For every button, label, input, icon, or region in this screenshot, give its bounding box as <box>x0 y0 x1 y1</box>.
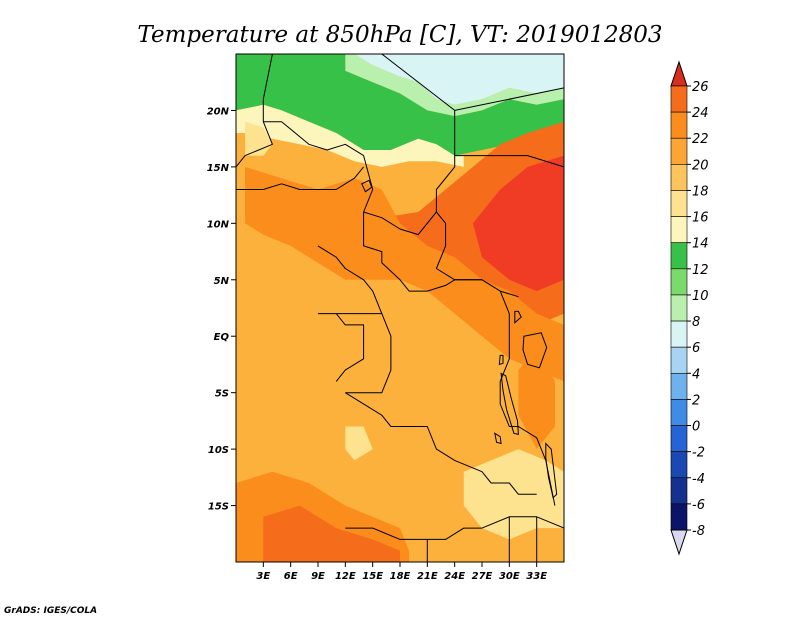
longitude-tick-label: 15E <box>362 571 383 582</box>
longitude-tick-label: 24E <box>444 571 465 582</box>
colorbar-tick-label: 16 <box>692 211 709 226</box>
longitude-tick-label: 33E <box>526 571 547 582</box>
country-border <box>454 155 564 168</box>
colorbar-swatch <box>670 190 688 217</box>
colorbar-tick-label: 24 <box>692 106 709 121</box>
colorbar-tick-label: 6 <box>692 341 700 356</box>
colorbar-tick-label: 26 <box>692 80 709 95</box>
colorbar-tick-label: 8 <box>692 315 700 330</box>
longitude-tick-label: 18E <box>390 571 411 582</box>
colorbar-swatch <box>670 85 688 113</box>
country-border <box>236 166 364 190</box>
colorbar-tick-label: 12 <box>692 263 709 278</box>
colorbar-tick-label: 0 <box>692 420 700 435</box>
temperature-shading <box>236 54 564 562</box>
colorbar-tick-label: -8 <box>692 524 705 539</box>
longitude-tick-label: 3E <box>256 571 270 582</box>
country-border <box>263 121 374 213</box>
lake-outline <box>494 432 502 445</box>
colorbar-tick-label: -2 <box>692 446 705 461</box>
country-border <box>236 54 273 168</box>
temperature-region-11 <box>463 449 564 540</box>
latitude-tick-label: 5N <box>214 276 230 287</box>
country-borders <box>236 54 564 562</box>
country-border <box>345 392 537 495</box>
temperature-region-3 <box>236 104 464 167</box>
temperature-region-1 <box>345 54 564 117</box>
colorbar-swatch <box>670 425 688 452</box>
colorbar-swatch <box>670 216 688 244</box>
longitude-tick-label: 30E <box>499 571 520 582</box>
colorbar-swatch <box>670 399 688 426</box>
country-border <box>381 54 482 281</box>
colorbar-swatch <box>670 137 688 165</box>
longitude-tick-label: 12E <box>335 571 356 582</box>
temperature-region-7 <box>518 347 555 450</box>
temperature-region-6 <box>245 166 564 382</box>
colorbar-tick-label: 10 <box>692 289 709 304</box>
colorbar-swatch <box>670 111 688 139</box>
longitude-tick-label: 21E <box>417 571 438 582</box>
latitude-tick-label: 5S <box>215 389 229 400</box>
country-border <box>317 245 383 315</box>
country-border <box>345 516 564 540</box>
lake-outline <box>500 372 519 436</box>
colorbar-swatch <box>670 503 688 531</box>
colorbar-tick-label: -6 <box>692 498 705 513</box>
colorbar-tick-label: 18 <box>692 184 709 199</box>
colorbar-swatch <box>670 294 688 322</box>
colorbar-swatch <box>670 346 688 374</box>
latitude-tick-label: EQ <box>214 332 230 343</box>
colorbar-swatch <box>670 451 688 479</box>
country-border <box>345 313 392 394</box>
temperature-region-0 <box>354 54 564 105</box>
longitude-tick-label: 6E <box>284 571 298 582</box>
temperature-region-2 <box>236 54 564 156</box>
colorbar-tick-label: 4 <box>692 367 700 382</box>
colorbar-tick-label: 20 <box>692 158 709 173</box>
country-border <box>499 290 556 506</box>
lakes <box>361 179 558 499</box>
colorbar-tick-label: 22 <box>692 132 709 147</box>
latitude-tick-label: 20N <box>207 106 230 117</box>
colorbar-swatch <box>670 477 688 505</box>
colorbar-lower-extension <box>670 529 688 556</box>
latitude-tick-label: 15N <box>207 163 230 174</box>
colorbar-swatch <box>670 372 688 400</box>
country-border <box>363 211 437 236</box>
temperature-region-9 <box>263 505 400 562</box>
latitude-tick-label: 15S <box>208 502 229 513</box>
country-border <box>454 87 564 111</box>
colorbar-tick-label: 14 <box>692 237 709 252</box>
country-border <box>363 212 519 298</box>
map-panel: 3E 6E 9E 12E 15E 18E 21E 24E 27E 30E 33E 20N 15N 10N… <box>207 53 565 582</box>
grads-credit: GrADS: IGES/COLA <box>4 606 97 616</box>
longitude-tick-label: 9E <box>311 571 325 582</box>
longitude-axis: 3E 6E 9E 12E 15E 18E 21E 24E 27E 30E 33E <box>256 562 547 582</box>
colorbar-upper-extension <box>670 60 688 87</box>
latitude-axis: 20N 15N 10N 5N EQ 5S 10S 15S <box>207 106 236 513</box>
lake-outline <box>498 354 504 366</box>
temperature-region-12 <box>345 426 373 461</box>
longitude-tick-label: 27E <box>472 571 493 582</box>
lake-outline <box>522 332 548 369</box>
colorbar-swatch <box>670 164 688 191</box>
temperature-region-5 <box>472 155 564 292</box>
colorbar-swatch <box>670 320 688 348</box>
colorbar-swatch <box>670 268 688 296</box>
colorbar-swatch <box>670 242 688 270</box>
colorbar-tick-label: 2 <box>692 393 700 408</box>
figure-title: Temperature at 850hPa [C], VT: 201901280… <box>137 22 662 48</box>
latitude-tick-label: 10N <box>207 219 230 230</box>
lake-outline <box>514 310 522 324</box>
country-border <box>318 313 365 382</box>
latitude-tick-label: 10S <box>208 445 229 456</box>
colorbar-tick-label: -4 <box>692 472 705 487</box>
